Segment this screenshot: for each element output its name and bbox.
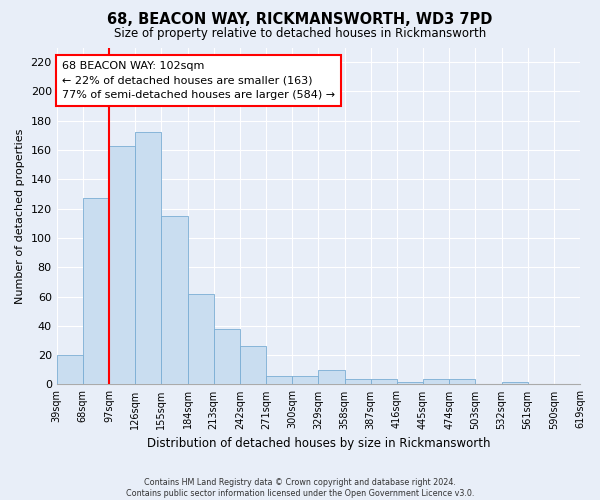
Bar bbox=[83, 198, 109, 384]
Bar bbox=[371, 378, 397, 384]
Bar bbox=[161, 216, 187, 384]
Text: 68, BEACON WAY, RICKMANSWORTH, WD3 7PD: 68, BEACON WAY, RICKMANSWORTH, WD3 7PD bbox=[107, 12, 493, 28]
Bar bbox=[240, 346, 266, 385]
Bar bbox=[449, 378, 475, 384]
Text: Contains HM Land Registry data © Crown copyright and database right 2024.
Contai: Contains HM Land Registry data © Crown c… bbox=[126, 478, 474, 498]
X-axis label: Distribution of detached houses by size in Rickmansworth: Distribution of detached houses by size … bbox=[146, 437, 490, 450]
Bar bbox=[502, 382, 527, 384]
Bar bbox=[266, 376, 292, 384]
Text: 68 BEACON WAY: 102sqm
← 22% of detached houses are smaller (163)
77% of semi-det: 68 BEACON WAY: 102sqm ← 22% of detached … bbox=[62, 60, 335, 100]
Y-axis label: Number of detached properties: Number of detached properties bbox=[15, 128, 25, 304]
Bar bbox=[56, 355, 83, 384]
Bar bbox=[214, 329, 240, 384]
Bar bbox=[397, 382, 423, 384]
Text: Size of property relative to detached houses in Rickmansworth: Size of property relative to detached ho… bbox=[114, 28, 486, 40]
Bar bbox=[344, 378, 371, 384]
Bar bbox=[135, 132, 161, 384]
Bar bbox=[187, 294, 214, 384]
Bar bbox=[109, 146, 135, 384]
Bar bbox=[319, 370, 344, 384]
Bar bbox=[292, 376, 319, 384]
Bar bbox=[423, 378, 449, 384]
